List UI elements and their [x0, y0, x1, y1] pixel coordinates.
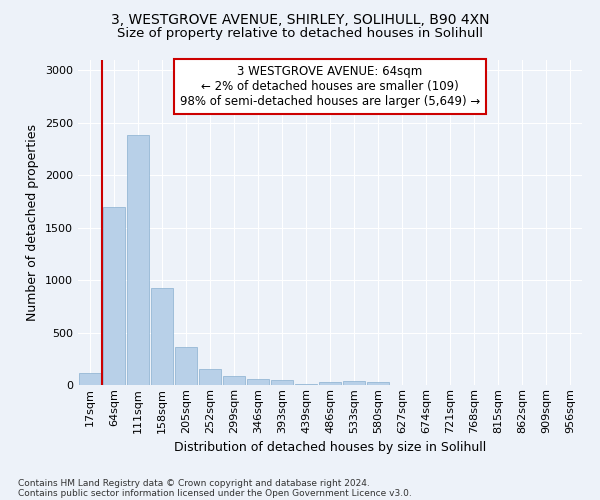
Bar	[127, 136, 149, 385]
Bar	[319, 382, 341, 385]
Bar	[343, 382, 365, 385]
Text: Contains HM Land Registry data © Crown copyright and database right 2024.: Contains HM Land Registry data © Crown c…	[18, 478, 370, 488]
Text: Size of property relative to detached houses in Solihull: Size of property relative to detached ho…	[117, 28, 483, 40]
Text: Contains public sector information licensed under the Open Government Licence v3: Contains public sector information licen…	[18, 488, 412, 498]
Bar	[247, 378, 269, 385]
Bar	[367, 382, 389, 385]
Text: 3, WESTGROVE AVENUE, SHIRLEY, SOLIHULL, B90 4XN: 3, WESTGROVE AVENUE, SHIRLEY, SOLIHULL, …	[111, 12, 489, 26]
Bar	[271, 380, 293, 385]
Bar	[223, 376, 245, 385]
Bar	[295, 384, 317, 385]
Y-axis label: Number of detached properties: Number of detached properties	[26, 124, 40, 321]
Text: 3 WESTGROVE AVENUE: 64sqm
← 2% of detached houses are smaller (109)
98% of semi-: 3 WESTGROVE AVENUE: 64sqm ← 2% of detach…	[180, 65, 480, 108]
Bar	[175, 348, 197, 385]
X-axis label: Distribution of detached houses by size in Solihull: Distribution of detached houses by size …	[174, 441, 486, 454]
Bar	[103, 207, 125, 385]
Bar	[151, 288, 173, 385]
Bar	[79, 373, 101, 385]
Bar	[199, 369, 221, 385]
